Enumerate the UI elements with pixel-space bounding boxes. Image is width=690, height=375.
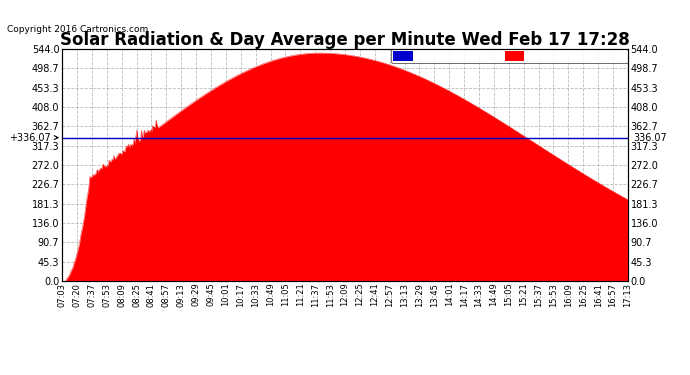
Text: +336.07: +336.07 <box>10 133 58 142</box>
Legend: Median  (w/m2), Radiation  (w/m2): Median (w/m2), Radiation (w/m2) <box>391 49 628 63</box>
Text: Copyright 2016 Cartronics.com: Copyright 2016 Cartronics.com <box>7 25 148 34</box>
Text: 336.07: 336.07 <box>633 133 667 142</box>
Title: Solar Radiation & Day Average per Minute Wed Feb 17 17:28: Solar Radiation & Day Average per Minute… <box>60 31 630 49</box>
